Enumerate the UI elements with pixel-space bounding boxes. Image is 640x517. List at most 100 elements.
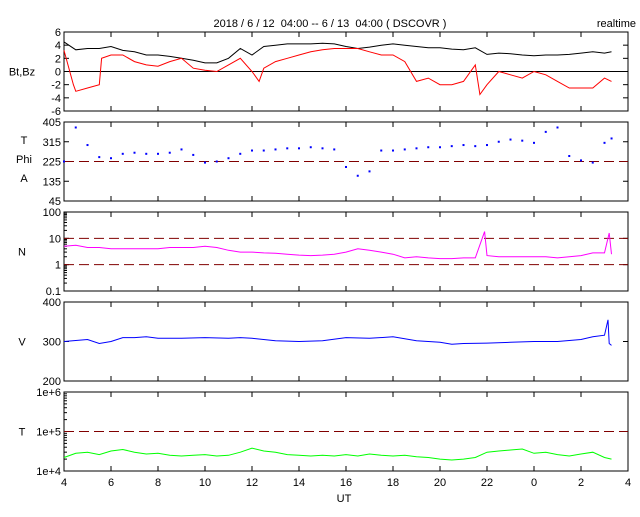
- y-tick-label: 100: [43, 207, 61, 219]
- y-tick-label: 300: [43, 337, 61, 349]
- x-tick-label: 22: [481, 477, 493, 489]
- y-axis-label: Phi: [16, 154, 32, 166]
- data-point-phi: [474, 145, 477, 148]
- data-point-phi: [368, 170, 371, 173]
- data-point-phi: [556, 126, 559, 129]
- data-point-phi: [251, 149, 253, 152]
- x-tick-label: 6: [108, 477, 114, 489]
- panel-3: 400 300 200 V: [18, 297, 629, 388]
- x-tick-label: 14: [293, 477, 305, 489]
- data-point-phi: [180, 148, 183, 151]
- y-tick-label: 315: [43, 137, 61, 149]
- data-point-phi: [509, 138, 512, 141]
- data-point-phi: [262, 149, 265, 152]
- x-tick-label: 4: [61, 477, 67, 489]
- data-point-phi: [427, 146, 430, 149]
- x-axis-label: UT: [337, 493, 352, 505]
- data-point-phi: [74, 126, 77, 129]
- data-point-phi: [544, 130, 547, 133]
- data-point-phi: [568, 155, 571, 158]
- data-point-phi: [521, 139, 524, 142]
- y-tick-label: 4: [55, 40, 61, 52]
- data-point-phi: [157, 152, 159, 155]
- x-tick-label: 10: [199, 477, 211, 489]
- data-point-phi: [462, 144, 465, 147]
- x-tick-label: 8: [155, 477, 161, 489]
- data-point-phi: [321, 147, 324, 150]
- y-axis-label: T: [19, 427, 26, 439]
- series-line-bt: [63, 41, 612, 64]
- data-point-phi: [533, 141, 535, 144]
- data-point-phi: [415, 147, 418, 150]
- chart-title: 2018 / 6 / 12 04:00 -- 6 / 13 04:00 ( DS…: [214, 18, 447, 30]
- data-point-phi: [98, 156, 101, 159]
- data-point-phi: [121, 152, 124, 155]
- data-point-phi: [168, 151, 171, 154]
- x-tick-label: 0: [531, 477, 537, 489]
- data-point-phi: [603, 141, 606, 144]
- y-tick-label: 1e+5: [36, 427, 61, 439]
- data-point-phi: [333, 148, 336, 151]
- data-point-phi: [380, 149, 383, 152]
- data-point-phi: [580, 159, 582, 162]
- data-point-phi: [486, 144, 488, 147]
- panel-4: 1e+6 1e+5 1e+4 T: [19, 387, 629, 478]
- panel-2: 100 10 1 0.1 N: [18, 207, 629, 298]
- data-point-phi: [133, 151, 136, 154]
- y-axis-label: Bt,Bz: [9, 67, 35, 79]
- x-tick-label: 2: [578, 477, 584, 489]
- y-tick-label: 6: [55, 27, 61, 39]
- y-axis-label: A: [20, 173, 28, 185]
- y-tick-label: -4: [51, 93, 61, 105]
- x-tick-label: 16: [340, 477, 352, 489]
- data-point-phi: [298, 147, 300, 150]
- data-point-phi: [63, 160, 65, 163]
- y-axis-label: T: [21, 135, 28, 147]
- y-tick-label: 400: [43, 297, 61, 309]
- data-point-phi: [610, 137, 613, 140]
- y-tick-label: 2: [55, 53, 61, 65]
- data-point-phi: [286, 147, 289, 150]
- y-axis-label: N: [18, 247, 26, 259]
- data-point-phi: [309, 146, 312, 149]
- data-point-phi: [274, 148, 277, 151]
- x-tick-label: 18: [387, 477, 399, 489]
- data-point-phi: [345, 165, 347, 168]
- y-tick-label: 225: [43, 157, 61, 169]
- data-point-phi: [110, 157, 112, 160]
- data-point-phi: [215, 160, 218, 163]
- y-tick-label: 1e+6: [36, 387, 61, 399]
- data-point-phi: [356, 174, 359, 177]
- y-tick-label: -6: [51, 106, 61, 118]
- data-point-phi: [392, 149, 394, 152]
- data-point-phi: [439, 146, 441, 149]
- series-line-v: [63, 319, 612, 346]
- series-line-bz: [63, 48, 612, 96]
- data-point-phi: [86, 144, 89, 147]
- x-tick-label: 4: [625, 477, 631, 489]
- y-tick-label: 405: [43, 117, 61, 129]
- data-point-phi: [145, 152, 148, 155]
- series-line-t: [63, 447, 612, 461]
- y-tick-label: 200: [43, 376, 61, 388]
- y-tick-label: 0.1: [46, 286, 61, 298]
- data-point-phi: [204, 161, 206, 164]
- plot-frame: [63, 211, 629, 292]
- data-point-phi: [192, 153, 195, 156]
- series-line-n: [63, 231, 612, 260]
- data-point-phi: [591, 161, 594, 164]
- y-tick-label: 1: [55, 260, 61, 272]
- realtime-label: realtime: [597, 18, 636, 30]
- data-point-phi: [403, 148, 406, 151]
- y-tick-label: 45: [49, 196, 61, 208]
- y-tick-label: 0: [55, 67, 61, 79]
- data-point-phi: [497, 140, 500, 143]
- panel-0: 642 0-2-4-6 Bt,Bz: [9, 27, 629, 118]
- panel-1: 405 315 225 135 45 T Phi A: [16, 117, 629, 208]
- y-tick-label: 135: [43, 176, 61, 188]
- data-point-phi: [450, 145, 453, 148]
- y-axis-label: V: [18, 337, 26, 349]
- x-tick-label: 20: [434, 477, 446, 489]
- data-point-phi: [239, 152, 242, 155]
